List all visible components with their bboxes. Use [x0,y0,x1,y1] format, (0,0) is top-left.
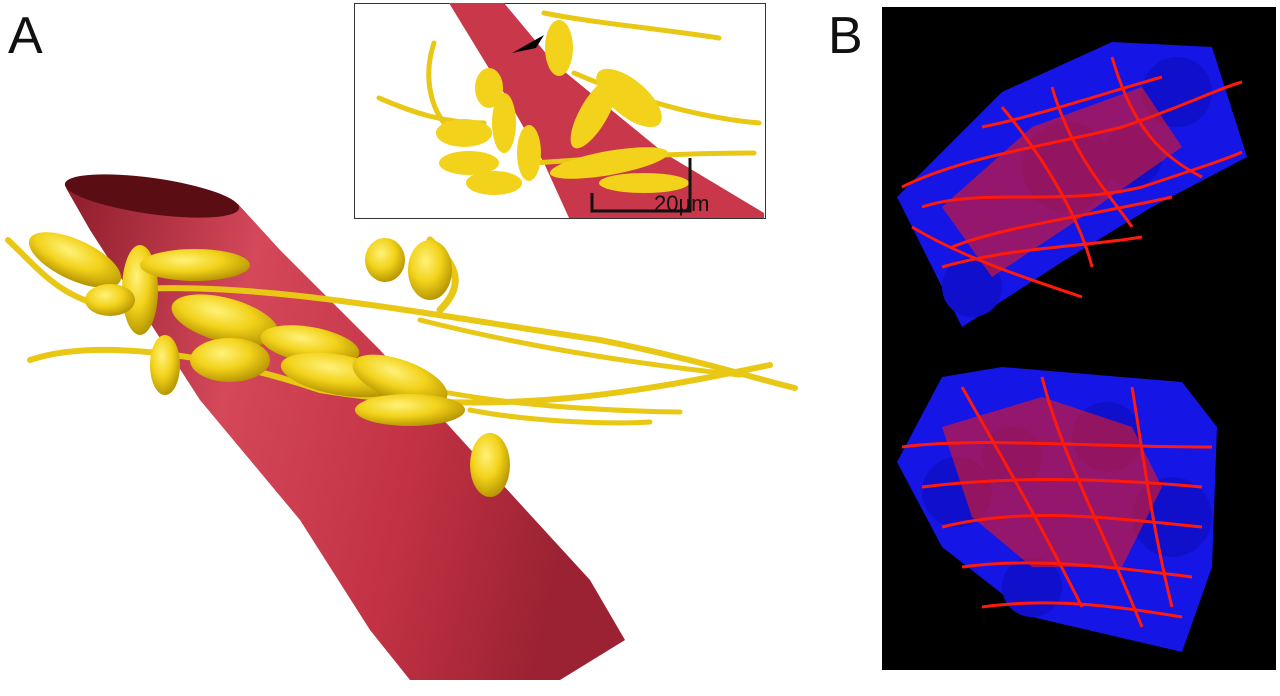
vessel-nerve-render [5,174,798,680]
panel-label-b: B [828,7,863,65]
vessel-cross-section [64,174,240,218]
inset-nerve-bundles [436,20,689,195]
panel-b-render [882,7,1276,670]
upper-volume [897,42,1247,327]
panel-label-a: A [8,7,43,65]
lower-volume [897,367,1217,652]
nerve-bundles [28,232,510,497]
arrowhead-marker [512,35,544,53]
scale-bar [590,158,692,213]
inset-render: 20µm [354,3,766,219]
scale-bar-label: 20µm [654,191,709,216]
